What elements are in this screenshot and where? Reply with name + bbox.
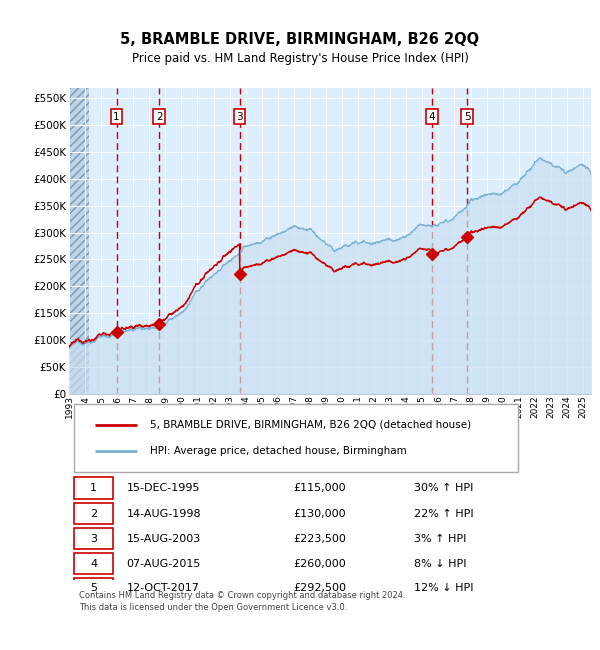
Text: 3: 3 — [90, 534, 97, 543]
FancyBboxPatch shape — [74, 578, 113, 599]
Text: Contains HM Land Registry data © Crown copyright and database right 2024.
This d: Contains HM Land Registry data © Crown c… — [79, 592, 406, 612]
Text: 1: 1 — [113, 112, 120, 122]
FancyBboxPatch shape — [74, 553, 113, 574]
Text: HPI: Average price, detached house, Birmingham: HPI: Average price, detached house, Birm… — [150, 445, 407, 456]
FancyBboxPatch shape — [74, 528, 113, 549]
Text: 4: 4 — [90, 558, 97, 569]
Text: £292,500: £292,500 — [293, 584, 346, 593]
Text: 3: 3 — [236, 112, 243, 122]
Text: 07-AUG-2015: 07-AUG-2015 — [127, 558, 201, 569]
Text: 8% ↓ HPI: 8% ↓ HPI — [413, 558, 466, 569]
FancyBboxPatch shape — [74, 503, 113, 525]
Text: 5: 5 — [464, 112, 470, 122]
Text: 5, BRAMBLE DRIVE, BIRMINGHAM, B26 2QQ: 5, BRAMBLE DRIVE, BIRMINGHAM, B26 2QQ — [121, 31, 479, 47]
Text: 2: 2 — [90, 509, 97, 519]
Text: 1: 1 — [90, 483, 97, 493]
Text: Price paid vs. HM Land Registry's House Price Index (HPI): Price paid vs. HM Land Registry's House … — [131, 52, 469, 65]
Bar — [69, 88, 89, 394]
FancyBboxPatch shape — [74, 404, 518, 472]
Text: 2: 2 — [156, 112, 163, 122]
Text: 12% ↓ HPI: 12% ↓ HPI — [413, 584, 473, 593]
Text: £223,500: £223,500 — [293, 534, 346, 543]
Text: 15-AUG-2003: 15-AUG-2003 — [127, 534, 200, 543]
Text: 14-AUG-1998: 14-AUG-1998 — [127, 509, 201, 519]
Text: £115,000: £115,000 — [293, 483, 346, 493]
Text: £130,000: £130,000 — [293, 509, 346, 519]
Text: 12-OCT-2017: 12-OCT-2017 — [127, 584, 199, 593]
Text: 22% ↑ HPI: 22% ↑ HPI — [413, 509, 473, 519]
Text: 5: 5 — [90, 584, 97, 593]
FancyBboxPatch shape — [74, 477, 113, 499]
Text: 15-DEC-1995: 15-DEC-1995 — [127, 483, 200, 493]
Text: 5, BRAMBLE DRIVE, BIRMINGHAM, B26 2QQ (detached house): 5, BRAMBLE DRIVE, BIRMINGHAM, B26 2QQ (d… — [150, 420, 471, 430]
Text: 4: 4 — [428, 112, 435, 122]
Text: 3% ↑ HPI: 3% ↑ HPI — [413, 534, 466, 543]
Text: £260,000: £260,000 — [293, 558, 346, 569]
Text: 30% ↑ HPI: 30% ↑ HPI — [413, 483, 473, 493]
